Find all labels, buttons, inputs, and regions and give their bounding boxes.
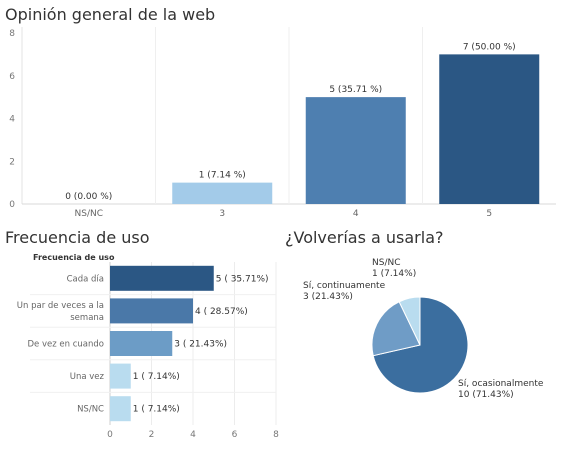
pie-slice-label: Sí, continuamente: [303, 281, 386, 291]
pie-slice-label: NS/NC: [372, 258, 401, 268]
pie-slice-label: 3 (21.43%): [303, 292, 353, 302]
pie-slice-label: 1 (7.14%): [372, 269, 416, 279]
pie-slice-label: Sí, ocasionalmente: [458, 379, 544, 389]
pie-slice-label: 10 (71.43%): [458, 390, 514, 400]
